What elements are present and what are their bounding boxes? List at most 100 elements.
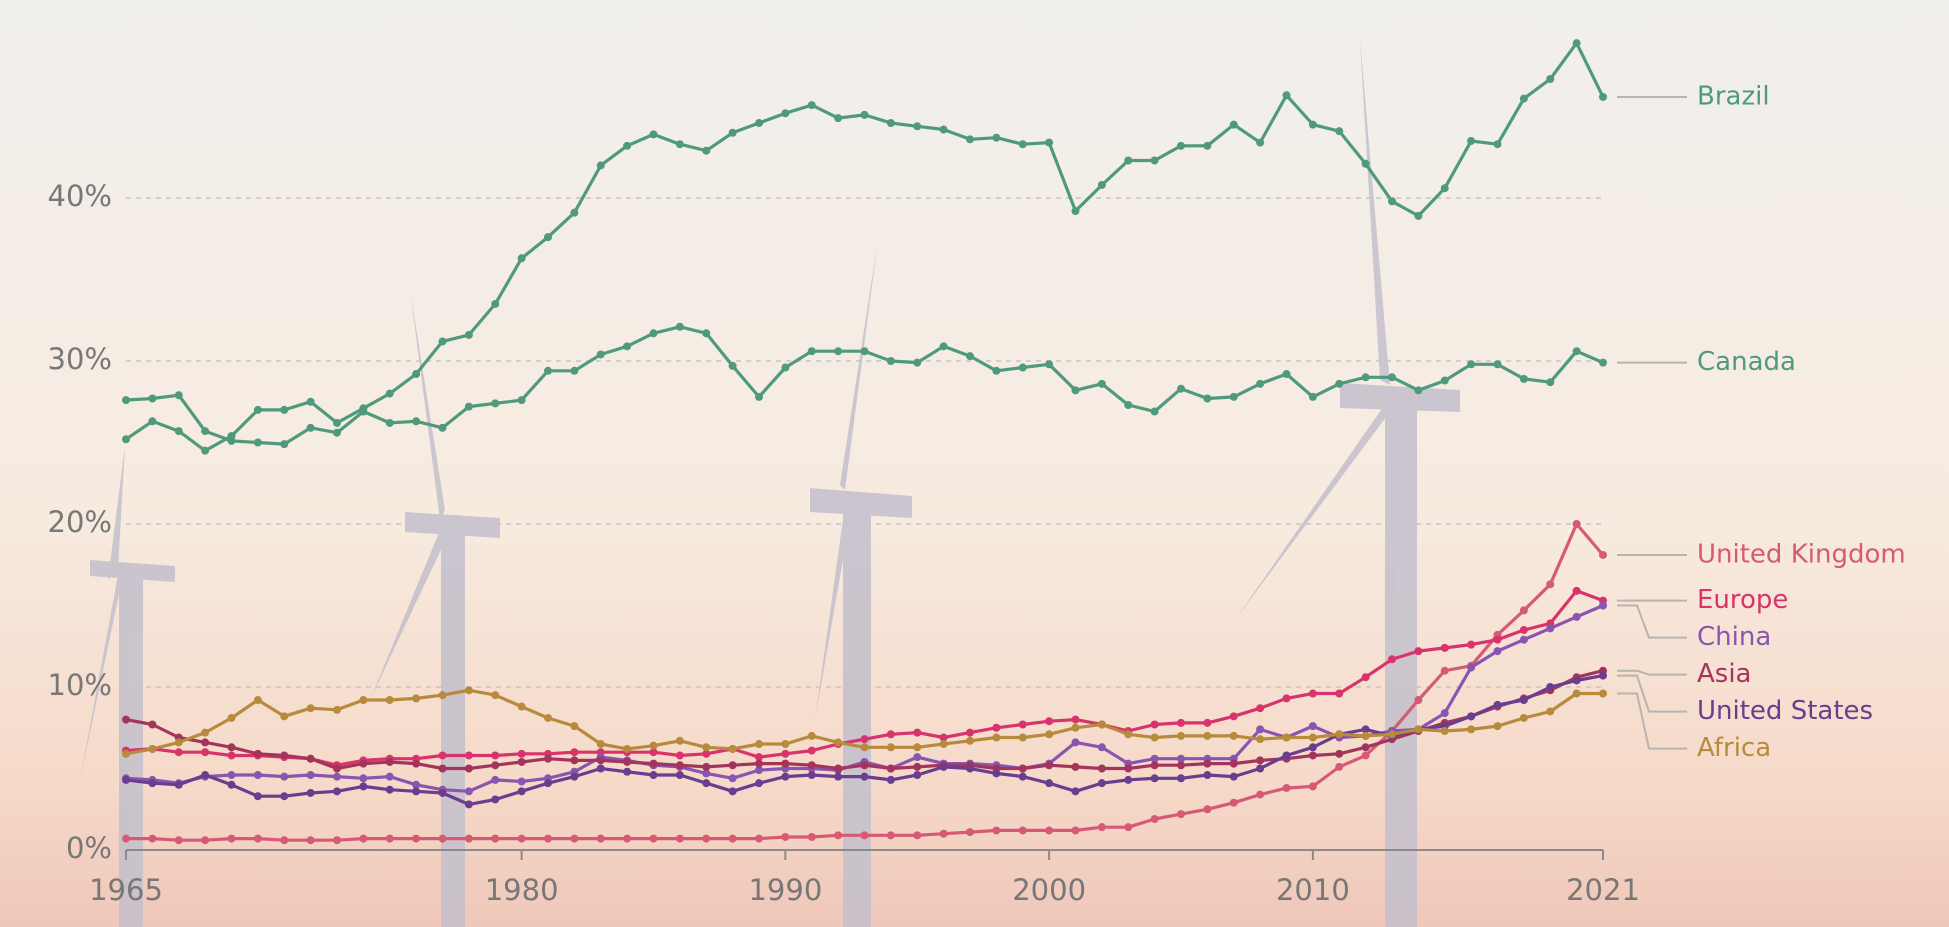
point <box>650 835 658 843</box>
point <box>1045 717 1053 725</box>
point <box>1467 641 1475 649</box>
point <box>570 722 578 730</box>
point <box>676 140 684 148</box>
point <box>913 831 921 839</box>
point <box>1124 765 1132 773</box>
point <box>1467 360 1475 368</box>
point <box>1256 380 1264 388</box>
point <box>1335 690 1343 698</box>
point <box>122 716 130 724</box>
point <box>887 730 895 738</box>
point <box>597 765 605 773</box>
point <box>1335 127 1343 135</box>
point <box>913 743 921 751</box>
x-tick-label: 2000 <box>1012 873 1086 907</box>
point <box>729 745 737 753</box>
point <box>491 751 499 759</box>
point <box>1573 347 1581 355</box>
point <box>1256 791 1264 799</box>
point <box>307 789 315 797</box>
point <box>1520 714 1528 722</box>
x-tick-label: 2010 <box>1276 873 1350 907</box>
point <box>122 776 130 784</box>
point <box>1309 722 1317 730</box>
point <box>412 760 420 768</box>
point <box>386 786 394 794</box>
point <box>1441 709 1449 717</box>
series-label: United States <box>1697 696 1873 726</box>
point <box>307 771 315 779</box>
point <box>861 111 869 119</box>
point <box>465 686 473 694</box>
point <box>623 835 631 843</box>
point <box>518 254 526 262</box>
point <box>1203 394 1211 402</box>
point <box>834 347 842 355</box>
point <box>1072 724 1080 732</box>
point <box>1256 139 1264 147</box>
point <box>1467 663 1475 671</box>
point <box>1520 606 1528 614</box>
point <box>1045 139 1053 147</box>
point <box>386 773 394 781</box>
point <box>861 831 869 839</box>
point <box>228 781 236 789</box>
point <box>861 773 869 781</box>
point <box>1256 756 1264 764</box>
point <box>940 763 948 771</box>
point <box>201 748 209 756</box>
point <box>1546 378 1554 386</box>
point <box>808 771 816 779</box>
point <box>570 748 578 756</box>
point <box>729 835 737 843</box>
point <box>359 408 367 416</box>
point <box>966 135 974 143</box>
point <box>1151 774 1159 782</box>
point <box>702 147 710 155</box>
point <box>359 696 367 704</box>
point <box>1203 771 1211 779</box>
point <box>676 737 684 745</box>
point <box>148 720 156 728</box>
point <box>491 835 499 843</box>
point <box>966 828 974 836</box>
point <box>1177 385 1185 393</box>
point <box>280 440 288 448</box>
point <box>175 391 183 399</box>
point <box>1019 364 1027 372</box>
point <box>1520 636 1528 644</box>
point <box>676 751 684 759</box>
point <box>1098 823 1106 831</box>
point <box>1599 690 1607 698</box>
point <box>228 437 236 445</box>
point <box>650 771 658 779</box>
point <box>781 109 789 117</box>
point <box>491 761 499 769</box>
point <box>1283 751 1291 759</box>
point <box>1177 810 1185 818</box>
point <box>1599 672 1607 680</box>
point <box>1309 734 1317 742</box>
point <box>887 119 895 127</box>
point <box>412 835 420 843</box>
point <box>254 835 262 843</box>
point <box>834 831 842 839</box>
point <box>491 691 499 699</box>
point <box>307 398 315 406</box>
point <box>861 735 869 743</box>
point <box>1098 720 1106 728</box>
point <box>570 756 578 764</box>
point <box>623 768 631 776</box>
point <box>280 773 288 781</box>
point <box>1362 732 1370 740</box>
point <box>518 778 526 786</box>
point <box>1362 673 1370 681</box>
point <box>254 406 262 414</box>
point <box>1309 690 1317 698</box>
point <box>913 763 921 771</box>
point <box>781 364 789 372</box>
point <box>1494 647 1502 655</box>
point <box>439 789 447 797</box>
point <box>1309 121 1317 129</box>
point <box>940 740 948 748</box>
